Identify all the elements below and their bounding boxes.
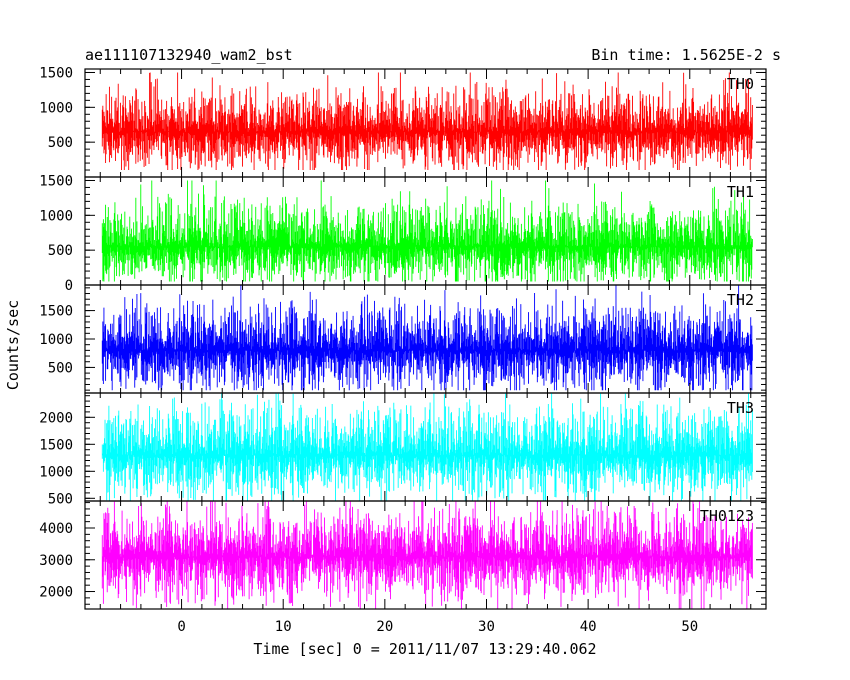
panel-th3: 500 1000 1500 2000 TH3 — [39, 392, 767, 507]
y-tick-label: 500 — [48, 243, 73, 259]
y-tick-label: 4000 — [39, 521, 73, 537]
y-tick-label: 2000 — [39, 585, 73, 601]
series-trace-th0123 — [101, 501, 753, 609]
series-trace-th1 — [101, 180, 753, 282]
y-tick-label: 1000 — [39, 100, 73, 116]
y-tick-label: 0 — [65, 278, 73, 294]
x-tick-label: 20 — [376, 619, 393, 635]
chart-title-right: Bin time: 1.5625E-2 s — [591, 46, 781, 64]
y-tick-label: 3000 — [39, 553, 73, 569]
panel-th1: 0 500 1000 1500 TH1 — [39, 173, 767, 294]
y-tick-label: 1500 — [39, 65, 73, 81]
y-tick-label: 2000 — [39, 410, 73, 426]
series-trace-th3 — [101, 393, 753, 501]
y-tick-label: 1500 — [39, 304, 73, 320]
y-axis-label: Counts/sec — [4, 300, 22, 390]
y-tick-label: 1500 — [39, 173, 73, 189]
panel-label-th0: TH0 — [727, 75, 754, 93]
x-tick-label: 30 — [478, 619, 495, 635]
panels-group: 50010001500TH0050010001500TH150010001500… — [39, 65, 767, 635]
x-tick-label: 50 — [681, 619, 698, 635]
series-trace-th0 — [101, 72, 753, 170]
panel-th2: 500 1000 1500 TH2 — [39, 284, 767, 394]
x-tick-label: 40 — [580, 619, 597, 635]
panel-label-th0123: TH0123 — [700, 507, 754, 525]
chart-title-left: ae111107132940_wam2_bst — [85, 46, 293, 64]
y-tick-label: 1000 — [39, 208, 73, 224]
series-trace-th2 — [101, 285, 753, 391]
panel-label-th3: TH3 — [727, 399, 754, 417]
y-tick-label: 1500 — [39, 437, 73, 453]
x-axis-label: Time [sec] 0 = 2011/11/07 13:29:40.062 — [253, 640, 596, 658]
x-tick-label: 10 — [275, 619, 292, 635]
y-tick-label: 500 — [48, 135, 73, 151]
panel-th0: 500 1000 1500 TH0 — [39, 65, 767, 178]
panel-th0123: 2000 3000 4000 TH0123 — [39, 500, 767, 610]
y-tick-label: 500 — [48, 491, 73, 507]
panel-label-th1: TH1 — [727, 183, 754, 201]
y-tick-label: 1000 — [39, 332, 73, 348]
panel-label-th2: TH2 — [727, 291, 754, 309]
y-tick-label: 500 — [48, 360, 73, 376]
x-tick-label: 0 — [177, 619, 185, 635]
y-tick-label: 1000 — [39, 464, 73, 480]
